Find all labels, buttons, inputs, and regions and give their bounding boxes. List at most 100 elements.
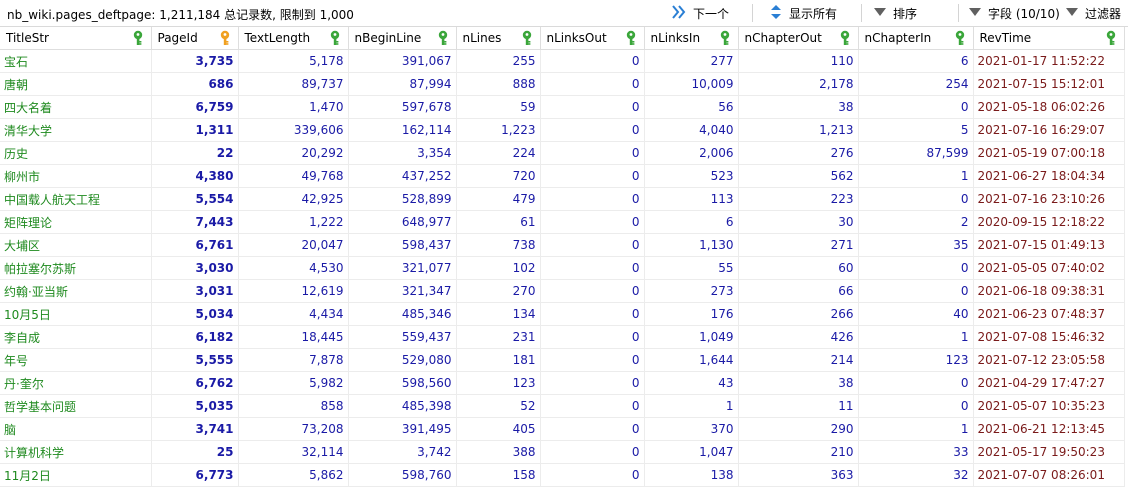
lines-cell[interactable]: 61 (456, 210, 541, 234)
text-length-cell[interactable]: 12,619 (238, 279, 349, 303)
text-length-cell[interactable]: 5,178 (238, 49, 349, 73)
chapter-in-cell[interactable]: 1 (858, 417, 974, 441)
links-in-cell[interactable]: 370 (644, 417, 739, 441)
table-row[interactable]: 柳州市 4,380 49,768 437,252 720 0 523 562 1 2021-06-… (0, 164, 1125, 188)
links-in-cell[interactable]: 6 (644, 210, 739, 234)
text-length-cell[interactable]: 20,292 (238, 141, 349, 165)
table-row[interactable]: 计算机科学 25 32,114 3,742 388 0 1,047 210 33 2021-05-… (0, 440, 1125, 464)
rev-time-cell[interactable]: 2021-04-29 17:47:27 (973, 371, 1125, 395)
begin-line-cell[interactable]: 529,080 (348, 348, 457, 372)
column-header-nchapterout[interactable]: nChapterOut (738, 27, 859, 50)
page-id-cell[interactable]: 3,030 (151, 256, 239, 280)
rev-time-cell[interactable]: 2021-07-15 01:49:13 (973, 233, 1125, 257)
chapter-in-cell[interactable]: 0 (858, 256, 974, 280)
links-in-cell[interactable]: 523 (644, 164, 739, 188)
links-in-cell[interactable]: 1,130 (644, 233, 739, 257)
data-grid[interactable]: TitleStr PageId TextLength nBeginLine nLines… (0, 27, 1125, 487)
links-in-cell[interactable]: 56 (644, 95, 739, 119)
title-cell[interactable]: 大埔区 (0, 233, 152, 257)
lines-cell[interactable]: 181 (456, 348, 541, 372)
chapter-out-cell[interactable]: 223 (738, 187, 859, 211)
column-header-nchapterin[interactable]: nChapterIn (858, 27, 974, 50)
links-in-cell[interactable]: 1,047 (644, 440, 739, 464)
links-in-cell[interactable]: 1 (644, 394, 739, 418)
page-id-cell[interactable]: 1,311 (151, 118, 239, 142)
links-in-cell[interactable]: 43 (644, 371, 739, 395)
links-in-cell[interactable]: 113 (644, 187, 739, 211)
begin-line-cell[interactable]: 437,252 (348, 164, 457, 188)
chapter-in-cell[interactable]: 40 (858, 302, 974, 326)
lines-cell[interactable]: 102 (456, 256, 541, 280)
begin-line-cell[interactable]: 648,977 (348, 210, 457, 234)
lines-cell[interactable]: 479 (456, 187, 541, 211)
rev-time-cell[interactable]: 2021-07-07 08:26:01 (973, 463, 1125, 487)
rev-time-cell[interactable]: 2021-07-08 15:46:32 (973, 325, 1125, 349)
table-row[interactable]: 11月2日 6,773 5,862 598,760 158 0 138 363 32 2021-0… (0, 463, 1125, 487)
links-in-cell[interactable]: 1,049 (644, 325, 739, 349)
text-length-cell[interactable]: 5,982 (238, 371, 349, 395)
chapter-in-cell[interactable]: 5 (858, 118, 974, 142)
chapter-in-cell[interactable]: 35 (858, 233, 974, 257)
begin-line-cell[interactable]: 598,760 (348, 463, 457, 487)
title-cell[interactable]: 约翰·亚当斯 (0, 279, 152, 303)
rev-time-cell[interactable]: 2021-05-19 07:00:18 (973, 141, 1125, 165)
begin-line-cell[interactable]: 3,354 (348, 141, 457, 165)
text-length-cell[interactable]: 73,208 (238, 417, 349, 441)
text-length-cell[interactable]: 5,862 (238, 463, 349, 487)
table-row[interactable]: 年号 5,555 7,878 529,080 181 0 1,644 214 123 2021-0… (0, 348, 1125, 372)
chapter-in-cell[interactable]: 0 (858, 95, 974, 119)
lines-cell[interactable]: 231 (456, 325, 541, 349)
chapter-out-cell[interactable]: 426 (738, 325, 859, 349)
title-cell[interactable]: 年号 (0, 348, 152, 372)
chapter-in-cell[interactable]: 32 (858, 463, 974, 487)
links-out-cell[interactable]: 0 (540, 233, 645, 257)
chapter-out-cell[interactable]: 266 (738, 302, 859, 326)
chapter-out-cell[interactable]: 276 (738, 141, 859, 165)
lines-cell[interactable]: 123 (456, 371, 541, 395)
text-length-cell[interactable]: 339,606 (238, 118, 349, 142)
page-id-cell[interactable]: 6,761 (151, 233, 239, 257)
links-out-cell[interactable]: 0 (540, 279, 645, 303)
page-id-cell[interactable]: 5,555 (151, 348, 239, 372)
table-row[interactable]: 李自成 6,182 18,445 559,437 231 0 1,049 426 1 2021-0… (0, 325, 1125, 349)
column-header-nlines[interactable]: nLines (456, 27, 541, 50)
rev-time-cell[interactable]: 2021-07-16 23:10:26 (973, 187, 1125, 211)
page-id-cell[interactable]: 5,035 (151, 394, 239, 418)
chapter-out-cell[interactable]: 2,178 (738, 72, 859, 96)
chapter-out-cell[interactable]: 210 (738, 440, 859, 464)
begin-line-cell[interactable]: 391,067 (348, 49, 457, 73)
chapter-in-cell[interactable]: 0 (858, 279, 974, 303)
begin-line-cell[interactable]: 3,742 (348, 440, 457, 464)
chapter-out-cell[interactable]: 562 (738, 164, 859, 188)
rev-time-cell[interactable]: 2021-05-07 10:35:23 (973, 394, 1125, 418)
text-length-cell[interactable]: 1,222 (238, 210, 349, 234)
links-out-cell[interactable]: 0 (540, 394, 645, 418)
chapter-out-cell[interactable]: 30 (738, 210, 859, 234)
chapter-out-cell[interactable]: 11 (738, 394, 859, 418)
column-header-pageid[interactable]: PageId (151, 27, 239, 50)
page-id-cell[interactable]: 7,443 (151, 210, 239, 234)
chapter-out-cell[interactable]: 66 (738, 279, 859, 303)
lines-cell[interactable]: 255 (456, 49, 541, 73)
chapter-in-cell[interactable]: 254 (858, 72, 974, 96)
links-in-cell[interactable]: 1,644 (644, 348, 739, 372)
page-id-cell[interactable]: 6,762 (151, 371, 239, 395)
text-length-cell[interactable]: 4,434 (238, 302, 349, 326)
links-out-cell[interactable]: 0 (540, 348, 645, 372)
begin-line-cell[interactable]: 598,560 (348, 371, 457, 395)
table-row[interactable]: 脑 3,741 73,208 391,495 405 0 370 290 1 2021-06-21… (0, 417, 1125, 441)
table-row[interactable]: 丹·奎尔 6,762 5,982 598,560 123 0 43 38 0 2021-04-29… (0, 371, 1125, 395)
begin-line-cell[interactable]: 485,346 (348, 302, 457, 326)
chapter-in-cell[interactable]: 0 (858, 371, 974, 395)
begin-line-cell[interactable]: 321,347 (348, 279, 457, 303)
links-out-cell[interactable]: 0 (540, 256, 645, 280)
table-row[interactable]: 大埔区 6,761 20,047 598,437 738 0 1,130 271 35 2021-… (0, 233, 1125, 257)
links-out-cell[interactable]: 0 (540, 141, 645, 165)
chapter-out-cell[interactable]: 38 (738, 371, 859, 395)
table-row[interactable]: 中国载人航天工程 5,554 42,925 528,899 479 0 113 223 0 202… (0, 187, 1125, 211)
table-row[interactable]: 帕拉塞尔苏斯 3,030 4,530 321,077 102 0 55 60 0 2021-05-… (0, 256, 1125, 280)
begin-line-cell[interactable]: 87,994 (348, 72, 457, 96)
title-cell[interactable]: 中国载人航天工程 (0, 187, 152, 211)
table-row[interactable]: 矩阵理论 7,443 1,222 648,977 61 0 6 30 2 2020-09-15 1… (0, 210, 1125, 234)
chapter-out-cell[interactable]: 363 (738, 463, 859, 487)
